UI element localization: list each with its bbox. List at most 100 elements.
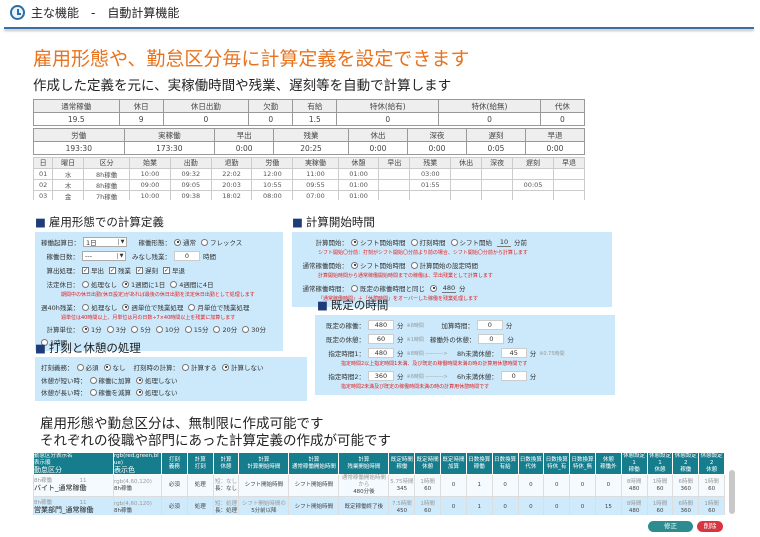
checkbox-option[interactable]: ✓ 早退 [163,265,185,275]
number-input[interactable]: 480 [442,283,456,293]
cell-text: 1時間 [420,500,435,507]
column-header: 休出 [347,128,408,142]
column-header: 勤怠区分表示名 表示順 勤怠区分 [33,452,114,475]
radio-option[interactable]: 処理しない [136,387,178,397]
select-dropdown[interactable]: 1日 ▼ [83,237,127,247]
radio-option[interactable]: 必須 [76,362,99,372]
column-header: 遅刻 [465,128,526,142]
radio-option[interactable]: 既定の稼働時間と同じ [351,283,425,293]
cell-text: 60 [708,485,716,492]
checkbox-option[interactable]: ✓ 残業 [109,265,131,275]
number-input[interactable]: 60 [368,334,394,344]
column-header: 休憩 稼働外 [594,452,622,475]
radio-option[interactable]: フレックス [201,237,242,247]
radio-option[interactable]: 処理しない [136,375,178,385]
select-dropdown[interactable]: --- ▼ [82,251,126,261]
edit-button[interactable]: 修正 [648,521,693,532]
field-label: みなし残業： [132,253,171,261]
delete-button[interactable]: 削除 [697,521,723,532]
table-row[interactable]: 02 木 8h稼働 09:00 09:05 20:03 10:55 09:55 01:00 01:… [33,179,585,191]
summary-value: 0:05 [465,141,526,155]
checkbox-option[interactable]: ✓ 遅刻 [136,265,158,275]
kintai-name: バイト_通常稼働 [34,484,87,492]
summary-value: 9 [118,112,164,126]
column-header: 計算 休憩 [212,452,240,475]
radio-icon [182,363,189,371]
number-input[interactable]: 0 [500,371,527,381]
checkbox-option[interactable]: ✓ 早出 [82,265,104,275]
radio-option[interactable]: 計算しない [222,362,264,372]
radio-option[interactable]: 処理なし [82,279,117,289]
number-input[interactable]: 480 [368,348,394,358]
number-input[interactable]: 10 [497,238,511,247]
radio-option[interactable]: 4週間に4日 [170,279,214,289]
radio-label: 打刻時間 [419,239,446,247]
radio-option[interactable]: 月単位で残業処理 [188,302,249,312]
radio-option[interactable]: シフト開始時間 [351,237,406,247]
radio-option[interactable]: 稼働に加算 [89,375,132,385]
number-input[interactable]: 0 [478,334,505,344]
header-text: 特休_有 [547,463,567,470]
header-divider [4,27,754,29]
cell-text: シフト開始時間 [294,504,334,510]
table-row[interactable]: 8h稼働 11 営業部門_通常稼働 rgb(4,60,120) 8h稼働 必須 処理 短：処… [33,496,725,515]
number-input[interactable]: 0 [174,251,200,261]
radio-option[interactable]: 5分 [131,324,151,334]
radio-option[interactable]: 30分 [242,324,266,334]
table-cell: 09:32 [169,168,212,180]
radio-option[interactable]: シフト開始 [450,237,492,247]
radio-checked-icon [174,238,181,246]
cell-text: 60 [656,485,664,492]
cell-text: 0 [580,504,585,510]
radio-option[interactable] [430,284,437,292]
cell-text: 345 [396,485,408,492]
form-field: みなし残業： 0 時間 [132,251,216,261]
header-row: 通常稼働 休日 休日出勤 欠勤 有給 特休(給有) 特休(給無) 代休 [33,99,586,113]
number-input[interactable]: 480 [368,320,394,330]
radio-option[interactable]: 1週間に1日 [122,279,165,289]
radio-checked-icon [136,376,143,384]
column-header: 日数換算 稼働 [465,452,493,475]
radio-option[interactable]: 稼働を減算 [89,387,131,397]
table-row[interactable]: 01 水 8h稼働 10:00 09:32 22:02 12:00 11:00 01:00 03:… [33,168,585,180]
radio-option[interactable]: 1時間 [41,337,67,347]
form-row: 計算開始： シフト開始時間 打刻時間 シフト開始 10 分前 [298,236,606,248]
radio-option[interactable]: 計算開始の設定時間 [410,260,478,270]
column-header: 遅刻 [512,157,554,169]
checkbox-icon: ✓ [109,266,116,274]
radio-option[interactable]: 打刻時間 [410,237,446,247]
table-cell [378,168,411,180]
kintai-list-table: 勤怠区分表示名 表示順 勤怠区分 rgb(red,green,blue) 表示色 打刻 義務… [33,452,725,515]
table-cell: 0 [440,496,467,515]
radio-option[interactable]: 週単位で残業処理 [122,302,183,312]
table-row[interactable]: 03 金 7h稼働 10:00 09:38 18:02 08:00 07:00 01:00 [33,190,585,200]
radio-option[interactable]: 処理なし [82,302,117,312]
radio-label: 稼働に加算 [98,377,132,385]
column-header: 出勤 [169,157,212,169]
cell-text: 0 [529,482,533,488]
table-cell: 1 [465,474,493,497]
start-time-panel: 計算開始： シフト開始時間 打刻時間 シフト開始 10 分前 シフト開始〇分前：打刻がシフト… [292,232,612,307]
radio-option[interactable]: なし [103,362,126,372]
header-text: 休憩 [654,467,666,473]
number-input[interactable]: 360 [368,371,394,381]
radio-option[interactable]: 10分 [155,324,180,334]
radio-option[interactable]: 20分 [213,324,237,334]
column-header: 残業 [409,157,452,169]
kintai-name: 営業部門_通常稼働 [34,506,94,514]
radio-option[interactable]: 計算する [182,362,217,372]
number-input[interactable]: 45 [500,348,527,358]
radio-option[interactable]: 1分 [82,324,102,334]
radio-label: シフト開始時間 [360,239,406,247]
column-header: 既定時間 加算 [440,452,467,475]
radio-option[interactable]: 15分 [184,324,208,334]
cell-text: 短：処理 [215,500,238,507]
radio-option[interactable]: 3分 [106,324,126,334]
table-row[interactable]: 8h稼働 11 バイト_通常稼働 rgb(4,60,120) 8h稼働 必須 処理 短：なし… [33,474,725,497]
radio-option[interactable]: 通常 [174,237,196,247]
column-header: 休憩 [337,157,380,169]
radio-option[interactable]: シフト開始時間 [351,260,406,270]
number-input[interactable]: 0 [476,320,503,330]
scrollbar[interactable] [729,470,735,514]
unit-label: 分 [397,336,404,344]
